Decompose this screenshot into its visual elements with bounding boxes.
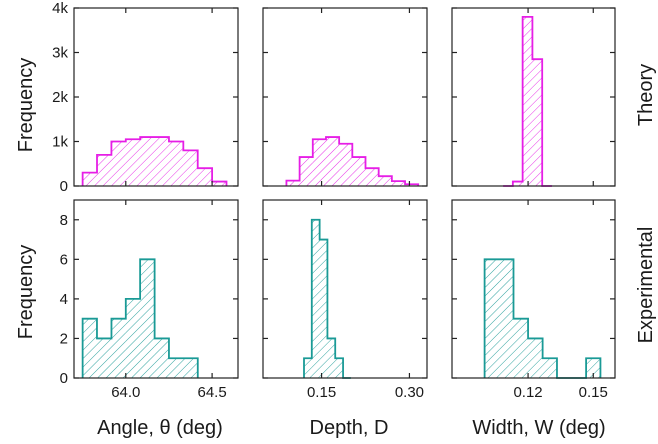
bar-experimental-width-7 xyxy=(586,358,601,378)
ytick-label-experimental-angle-1: 2 xyxy=(60,330,68,347)
bar-experimental-angle-1 xyxy=(96,338,112,378)
bar-experimental-depth-4 xyxy=(335,358,344,378)
bar-theory-depth-2 xyxy=(312,139,326,186)
bar-experimental-depth-2 xyxy=(319,239,328,378)
col-xlabel-depth: Depth, D xyxy=(310,417,389,439)
bar-experimental-width-1 xyxy=(499,259,514,378)
bar-experimental-depth-0 xyxy=(304,358,312,378)
bar-experimental-angle-5 xyxy=(154,338,169,378)
col-xlabel-angle: Angle, θ (deg) xyxy=(97,417,223,439)
ytick-label-theory-angle-3: 3k xyxy=(52,45,68,62)
panel-theory-depth xyxy=(262,7,428,187)
frame-experimental-depth xyxy=(262,199,428,379)
ytick-label-experimental-angle-2: 4 xyxy=(60,291,68,308)
bar-experimental-depth-3 xyxy=(327,338,336,378)
bar-experimental-angle-4 xyxy=(140,259,155,378)
xtick-label-experimental-angle-0: 64.0 xyxy=(111,384,140,401)
bar-theory-angle-8 xyxy=(197,168,213,186)
xtick-label-experimental-angle-1: 64.5 xyxy=(198,384,227,401)
bar-experimental-width-2 xyxy=(513,318,529,378)
bar-theory-depth-3 xyxy=(325,137,340,186)
bar-theory-angle-1 xyxy=(97,154,112,186)
xtick-label-experimental-width-1: 0.15 xyxy=(579,384,608,401)
bar-theory-depth-6 xyxy=(365,168,379,186)
bar-theory-depth-4 xyxy=(339,143,353,186)
ytick-label-theory-angle-1: 1k xyxy=(52,134,68,151)
xtick-label-experimental-depth-1: 0.30 xyxy=(395,384,424,401)
bar-theory-depth-5 xyxy=(352,157,366,186)
ytick-label-experimental-angle-0: 0 xyxy=(60,370,68,387)
outline-theory-angle xyxy=(81,136,228,186)
bar-theory-angle-0 xyxy=(82,172,98,186)
bar-theory-width-2 xyxy=(522,16,533,187)
row-ylabel-experimental: Frequency xyxy=(15,245,37,340)
bar-theory-angle-2 xyxy=(111,141,126,186)
bar-experimental-width-3 xyxy=(528,338,543,378)
bar-theory-width-3 xyxy=(532,59,543,186)
bar-theory-depth-1 xyxy=(299,157,313,186)
panels-layer: 0 1k 2k 3k 4k 0 2 4 6 8 64.0 64.5 0.15 0.30 0.12 0.15 xyxy=(52,0,616,401)
bar-experimental-angle-2 xyxy=(111,318,126,378)
frame-experimental-width xyxy=(451,199,616,379)
bar-theory-angle-3 xyxy=(125,139,141,186)
outline-experimental-angle xyxy=(81,258,199,378)
col-xlabel-width: Width, W (deg) xyxy=(472,417,605,439)
frame-experimental-angle xyxy=(73,199,239,379)
bar-experimental-width-4 xyxy=(542,358,557,378)
bar-theory-depth-8 xyxy=(391,181,406,186)
panel-experimental-depth: 0.15 0.30 xyxy=(262,199,428,401)
row-label-experimental: Experimental xyxy=(635,227,657,344)
outline-theory-width xyxy=(503,15,552,187)
ytick-label-experimental-angle-4: 8 xyxy=(60,212,68,229)
bar-theory-width-1 xyxy=(512,181,523,186)
panel-theory-width xyxy=(451,7,616,187)
bar-theory-angle-6 xyxy=(168,141,184,186)
panel-experimental-width: 0.12 0.15 xyxy=(451,199,616,401)
bar-experimental-depth-1 xyxy=(311,219,320,378)
xtick-label-experimental-depth-0: 0.15 xyxy=(307,384,336,401)
ytick-label-theory-angle-0: 0 xyxy=(60,178,68,195)
panel-experimental-angle: 0 2 4 6 8 64.0 64.5 xyxy=(60,199,239,401)
bar-theory-depth-7 xyxy=(378,176,392,186)
bar-theory-angle-7 xyxy=(183,150,198,186)
bar-theory-angle-9 xyxy=(212,181,227,186)
bar-theory-angle-4 xyxy=(140,137,155,186)
bar-theory-angle-5 xyxy=(154,137,169,186)
ytick-label-theory-angle-2: 2k xyxy=(52,89,68,106)
xtick-label-experimental-width-0: 0.12 xyxy=(513,384,542,401)
panel-theory-angle: 0 1k 2k 3k 4k xyxy=(52,0,239,195)
bar-experimental-width-0 xyxy=(484,259,500,378)
bar-experimental-angle-6 xyxy=(168,358,198,378)
outline-theory-depth xyxy=(285,136,420,186)
row-ylabel-theory: Frequency xyxy=(15,58,37,153)
bar-theory-depth-0 xyxy=(286,180,300,186)
bar-experimental-angle-0 xyxy=(82,318,97,378)
ytick-label-theory-angle-4: 4k xyxy=(52,0,68,17)
ytick-label-experimental-angle-3: 6 xyxy=(60,251,68,268)
outline-experimental-depth xyxy=(303,218,351,379)
row-label-theory: Theory xyxy=(635,64,657,126)
outline-experimental-width xyxy=(483,258,602,379)
bar-experimental-angle-3 xyxy=(125,298,141,378)
